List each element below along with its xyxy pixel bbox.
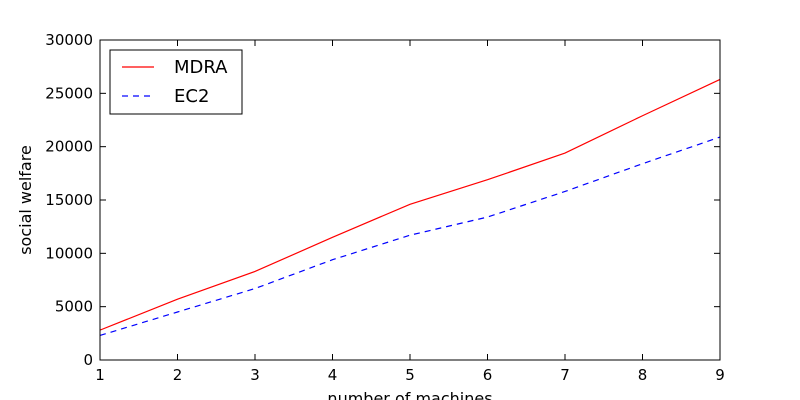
x-tick-label: 1 xyxy=(95,366,105,384)
x-tick-label: 9 xyxy=(715,366,725,384)
x-tick-label: 5 xyxy=(405,366,415,384)
y-tick-label: 30000 xyxy=(45,31,93,49)
legend-label-mdra: MDRA xyxy=(174,57,228,78)
y-tick-label: 25000 xyxy=(45,84,93,102)
x-axis-label: number of machines xyxy=(327,389,492,400)
y-tick-label: 10000 xyxy=(45,244,93,262)
series-layer xyxy=(99,78,721,337)
legend-box xyxy=(109,49,243,115)
series-line-ec2 xyxy=(99,136,721,337)
legend-label-ec2: EC2 xyxy=(174,86,209,107)
tick-layer: 1 2 3 4 5 6 7 8 9 0 5000 10000 15000 20000 25000 30000 xyxy=(45,31,724,384)
x-tick-label: 4 xyxy=(328,366,338,384)
x-tick-label: 7 xyxy=(560,366,570,384)
series-line-mdra xyxy=(99,78,721,331)
legend: MDRA EC2 xyxy=(109,49,243,115)
y-axis-label: social welfare xyxy=(16,145,35,255)
y-tick-label: 5000 xyxy=(55,298,93,316)
y-tick-label: 0 xyxy=(83,351,93,369)
x-tick-label: 3 xyxy=(250,366,260,384)
x-tick-label: 6 xyxy=(483,366,493,384)
x-tick-label: 8 xyxy=(638,366,648,384)
y-tick-label: 15000 xyxy=(45,191,93,209)
y-tick-label: 20000 xyxy=(45,138,93,156)
x-tick-label: 2 xyxy=(173,366,183,384)
